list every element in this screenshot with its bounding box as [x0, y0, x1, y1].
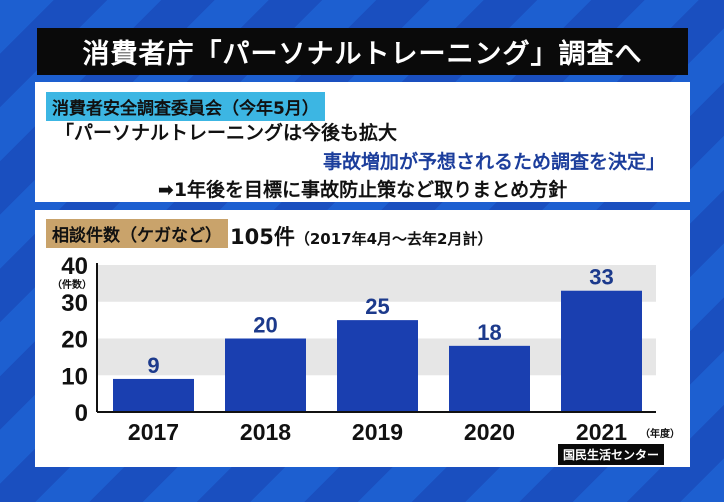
consultation-tag: 相談件数（ケガなど） — [46, 219, 228, 248]
data-label: 33 — [589, 265, 613, 290]
data-label: 25 — [365, 294, 389, 319]
quote-line-1: 「パーソナルトレーニングは今後も拡大 — [55, 122, 398, 144]
source-label: 国民生活センター — [558, 444, 665, 465]
x-tick-label: 2017 — [128, 419, 179, 445]
headline: 消費者庁「パーソナルトレーニング」調査へ — [37, 28, 688, 75]
bar-2021 — [561, 290, 642, 412]
x-axis-unit: （年度） — [640, 427, 680, 440]
y-tick-label: 20 — [61, 327, 88, 354]
committee-tag: 消費者安全調査委員会（今年5月） — [46, 92, 325, 121]
bar-2019 — [337, 320, 418, 412]
bar-2018 — [225, 338, 306, 412]
y-tick-label: 40 — [61, 253, 88, 280]
x-tick-label: 2019 — [352, 419, 403, 445]
y-tick-label: 0 — [75, 400, 88, 427]
x-tick-label: 2021 — [576, 419, 627, 445]
bar-2017 — [113, 378, 194, 412]
data-label: 20 — [253, 313, 277, 338]
total-period: （2017年4月～去年2月計） — [294, 230, 493, 248]
x-tick-label: 2020 — [464, 419, 515, 445]
y-tick-label: 30 — [61, 290, 88, 317]
policy-line: ➡1年後を目標に事故防止策など取りまとめ方針 — [157, 179, 568, 201]
quote-line-2: 事故増加が予想されるため調査を決定」 — [322, 151, 665, 173]
y-tick-label: 10 — [61, 363, 88, 390]
x-tick-label: 2018 — [240, 419, 291, 445]
y-axis-unit: （件数） — [52, 278, 92, 291]
committee-panel: 消費者安全調査委員会（今年5月） 「パーソナルトレーニングは今後も拡大 事故増加… — [35, 82, 690, 202]
total-count: 105件（2017年4月～去年2月計） — [230, 221, 492, 251]
bar-2020 — [449, 345, 530, 412]
total-value: 105件 — [230, 225, 295, 249]
data-label: 9 — [147, 353, 159, 378]
data-label: 18 — [477, 320, 501, 345]
